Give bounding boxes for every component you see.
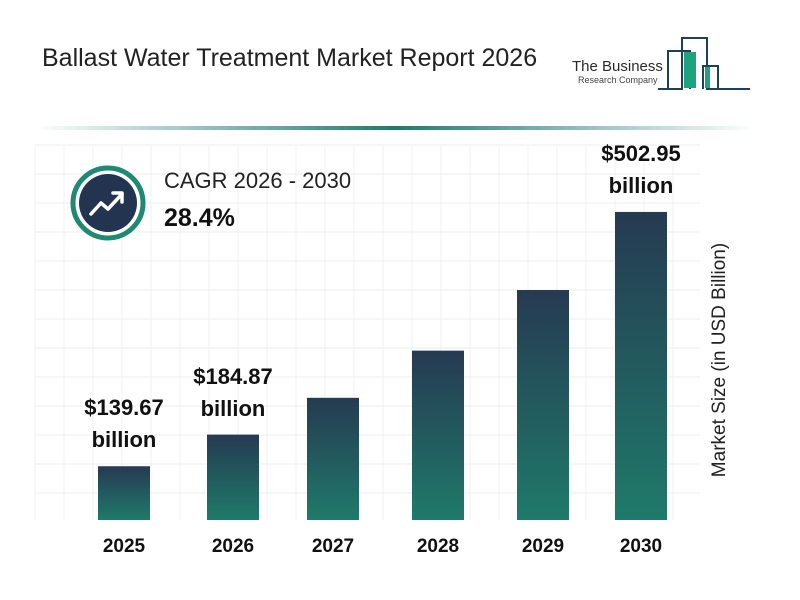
data-label-line: $139.67 <box>84 395 164 421</box>
x-tick-label: 2025 <box>102 536 146 557</box>
x-tick-label: 2029 <box>521 536 565 557</box>
x-tick-label: 2026 <box>211 536 255 557</box>
bar-2025 <box>98 466 150 520</box>
bar-2029 <box>517 290 569 520</box>
y-axis-label: Market Size (in USD Billion) <box>709 242 730 478</box>
data-label-line: $184.87 <box>193 363 273 389</box>
data-label: $502.95 billion <box>576 138 706 202</box>
grid <box>34 144 700 520</box>
company-logo: The Business Research Company <box>570 36 755 92</box>
data-label: $184.87 billion <box>168 361 298 425</box>
x-tick-label: 2028 <box>416 536 460 557</box>
cagr-badge-inner <box>79 174 137 232</box>
x-tick-label: 2030 <box>619 536 663 557</box>
divider <box>35 126 755 130</box>
cagr-value: 28.4% <box>164 204 235 232</box>
data-label-line: billion <box>608 172 674 198</box>
logo-buildings-icon <box>658 37 750 90</box>
x-tick-label: 2027 <box>311 536 355 557</box>
bar-2026 <box>207 434 259 520</box>
data-label: $139.67 billion <box>59 392 189 456</box>
trending-up-icon <box>89 191 124 216</box>
bar-2030 <box>615 211 667 520</box>
data-label-line: billion <box>91 427 157 453</box>
cagr-label: CAGR 2026 - 2030 <box>164 168 352 193</box>
page-title: Ballast Water Treatment Market Report 20… <box>42 44 538 72</box>
data-label-line: billion <box>200 395 266 421</box>
logo-subtext: Research Company <box>578 75 658 85</box>
data-label-line: $502.95 <box>601 140 681 166</box>
bar-2027 <box>307 397 359 520</box>
bar-2028 <box>412 350 464 520</box>
logo-text: The Business <box>572 58 663 75</box>
